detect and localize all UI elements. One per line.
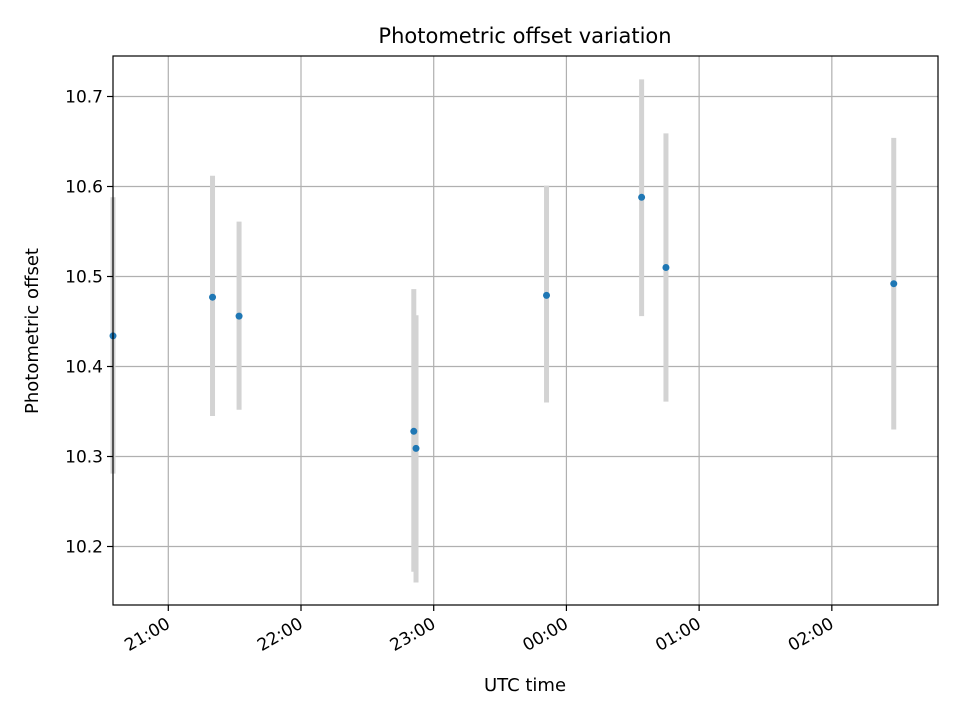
data-point xyxy=(638,193,646,201)
y-tick-label: 10.7 xyxy=(65,88,103,108)
y-tick-label: 10.2 xyxy=(65,538,103,558)
data-point xyxy=(412,444,420,452)
chart-title: Photometric offset variation xyxy=(378,24,671,48)
y-tick-label: 10.4 xyxy=(65,358,103,378)
grid xyxy=(113,56,938,605)
data-point xyxy=(209,293,217,301)
y-ticks: 10.2 10.3 10.4 10.5 10.6 10.7 xyxy=(65,88,113,558)
data-point xyxy=(543,291,551,299)
data-point xyxy=(410,427,418,435)
x-axis-label: UTC time xyxy=(484,675,566,696)
y-axis-label: Photometric offset xyxy=(22,248,43,414)
plot-frame xyxy=(112,55,939,606)
data-point xyxy=(890,280,898,288)
y-tick-label: 10.3 xyxy=(65,448,103,468)
y-tick-label: 10.6 xyxy=(65,178,103,198)
data-point xyxy=(235,312,243,320)
data-point xyxy=(662,264,670,271)
data-points xyxy=(109,193,898,452)
y-tick-label: 10.5 xyxy=(65,268,103,288)
